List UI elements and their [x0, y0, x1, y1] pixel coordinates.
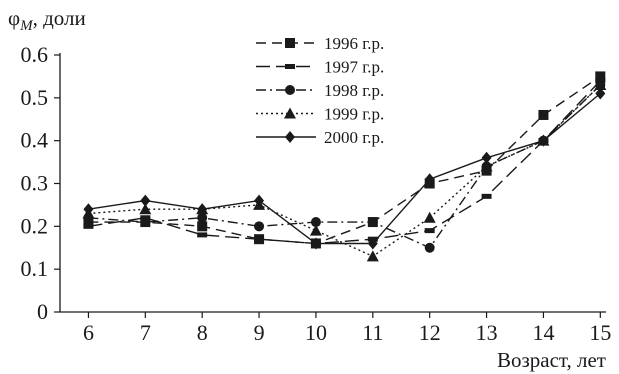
x-tick-label: 10 — [305, 320, 327, 345]
x-tick-label: 7 — [140, 320, 151, 345]
y-tick-label: 0.5 — [21, 85, 49, 110]
x-tick-label: 14 — [532, 320, 554, 345]
data-point — [424, 228, 435, 234]
legend-marker — [285, 64, 295, 69]
data-point — [83, 203, 94, 216]
x-axis-label: Возраст, лет — [497, 348, 606, 372]
data-point — [254, 236, 265, 242]
data-point — [140, 217, 151, 228]
series-5 — [83, 87, 606, 250]
data-point — [140, 194, 151, 207]
data-point — [480, 160, 493, 172]
legend-label: 2000 г.р. — [324, 128, 384, 147]
y-tick-label: 0.4 — [21, 128, 49, 153]
series-line — [88, 80, 601, 245]
series-line — [88, 75, 601, 245]
legend-marker — [285, 38, 295, 48]
data-point — [481, 193, 492, 199]
data-point — [424, 242, 435, 253]
data-point — [595, 87, 606, 100]
y-axis-label: φM, доли — [8, 6, 86, 34]
legend-label: 1997 г.р. — [324, 58, 384, 77]
data-point — [366, 250, 379, 262]
data-point — [197, 203, 208, 216]
data-point — [538, 134, 549, 147]
data-point — [594, 78, 607, 90]
data-point — [595, 71, 606, 82]
legend-marker — [285, 85, 295, 95]
axes: 0 0.1 0.2 0.3 0.4 0.5 0.6 6 7 8 9 10 11 12 13 14 15 — [21, 42, 612, 345]
data-point — [309, 224, 322, 236]
y-tick-label: 0 — [37, 299, 48, 324]
legend-item: 2000 г.р. — [256, 128, 384, 147]
y-tick-label: 0.3 — [21, 171, 49, 196]
x-tick-label: 15 — [589, 320, 611, 345]
data-point — [197, 212, 208, 223]
legend: 1996 г.р. 1997 г.р. 1998 г.р. 1999 г.р. 2000… — [256, 34, 384, 147]
x-tick-label: 6 — [83, 320, 94, 345]
data-point — [367, 217, 378, 228]
series-line — [88, 84, 601, 258]
data-point — [197, 232, 208, 238]
data-point — [423, 211, 436, 223]
data-point — [139, 203, 152, 215]
legend-item: 1999 г.р. — [256, 105, 384, 124]
legend-label: 1998 г.р. — [324, 81, 384, 100]
legend-label: 1999 г.р. — [324, 105, 384, 124]
data-point — [254, 221, 265, 232]
legend-marker — [284, 107, 296, 119]
series-2 — [83, 78, 606, 246]
data-point — [310, 237, 321, 250]
data-point — [424, 173, 435, 186]
y-tick-label: 0.6 — [21, 42, 49, 67]
x-tick-label: 12 — [419, 320, 441, 345]
x-tick-label: 9 — [254, 320, 265, 345]
data-point — [83, 223, 94, 229]
y-tick-label: 0.2 — [21, 213, 49, 238]
legend-item: 1998 г.р. — [256, 81, 384, 100]
legend-label: 1996 г.р. — [324, 34, 384, 53]
series-layer — [82, 71, 607, 262]
legend-item: 1996 г.р. — [256, 34, 384, 53]
legend-item: 1997 г.р. — [256, 58, 384, 77]
data-point — [310, 217, 321, 228]
data-point — [367, 237, 378, 250]
legend-marker — [285, 131, 295, 143]
data-point — [254, 194, 265, 207]
data-point — [481, 151, 492, 164]
x-tick-label: 8 — [197, 320, 208, 345]
x-tick-label: 13 — [476, 320, 498, 345]
data-point — [538, 109, 549, 120]
x-tick-label: 11 — [362, 320, 383, 345]
series-line — [88, 84, 601, 249]
series-line — [88, 92, 601, 245]
data-point — [197, 221, 208, 232]
y-tick-label: 0.1 — [21, 256, 49, 281]
